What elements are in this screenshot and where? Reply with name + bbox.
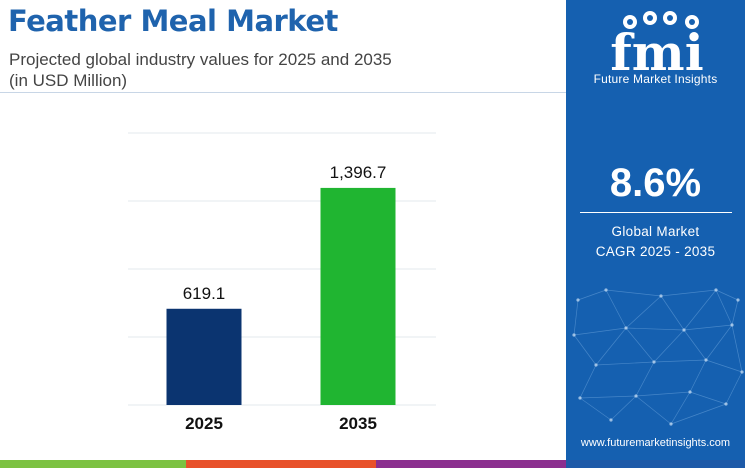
network-node	[652, 360, 656, 364]
network-line	[725, 371, 743, 405]
brand-name: Future Market Insights	[593, 72, 718, 86]
network-node	[604, 288, 608, 292]
network-line	[731, 299, 739, 326]
network-line	[683, 289, 717, 331]
network-line	[670, 403, 727, 425]
network-node	[714, 288, 718, 292]
footer-strip-segment	[0, 460, 186, 468]
subtitle-line-2: (in USD Million)	[9, 71, 128, 90]
network-line	[683, 329, 707, 361]
network-line	[635, 391, 691, 397]
network-node	[704, 358, 708, 362]
network-line	[705, 359, 743, 373]
value-label-2035: 1,396.7	[330, 163, 387, 182]
network-line	[605, 289, 662, 297]
footer-strip-segment	[566, 460, 745, 468]
network-line	[660, 289, 717, 297]
network-line	[573, 327, 627, 336]
network-node	[609, 418, 613, 422]
category-label-2035: 2035	[339, 414, 377, 433]
page-subtitle: Projected global industry values for 202…	[9, 49, 489, 91]
category-label-2025: 2025	[185, 414, 223, 433]
cagr-value: 8.6%	[609, 161, 702, 205]
network-line	[573, 334, 597, 366]
network-line	[715, 289, 733, 326]
network-line	[577, 289, 607, 301]
network-line	[635, 395, 672, 425]
subtitle-line-1: Projected global industry values for 202…	[9, 50, 392, 69]
network-line	[573, 299, 579, 336]
cagr-label: Global Market CAGR 2025 - 2035	[566, 222, 745, 262]
network-line	[579, 364, 597, 399]
footer-strip-segment	[186, 460, 376, 468]
network-line	[731, 324, 743, 373]
network-line	[653, 329, 685, 363]
network-line	[625, 327, 655, 363]
network-line	[660, 295, 685, 331]
network-node	[594, 363, 598, 367]
network-line	[610, 395, 637, 421]
network-node	[736, 298, 740, 302]
value-label-2025: 619.1	[183, 284, 226, 303]
network-node	[576, 298, 580, 302]
bar-chart: 619.1 2025 1,396.7 2035	[128, 132, 436, 433]
network-node	[682, 328, 686, 332]
network-line	[653, 359, 707, 363]
network-line	[625, 327, 685, 331]
network-line	[635, 361, 655, 397]
network-line	[579, 397, 612, 421]
bar-2035	[320, 187, 396, 405]
network-node	[659, 294, 663, 298]
bar-2025	[166, 308, 242, 405]
network-line	[605, 289, 627, 329]
side-panel: fmi Future Market Insights 8.6% Global M…	[566, 0, 745, 460]
network-line	[705, 324, 733, 361]
network-node	[572, 333, 576, 337]
page-title: Feather Meal Market	[8, 4, 338, 38]
website-link[interactable]: www.futuremarketinsights.com	[580, 437, 731, 449]
footer-strip-segment	[376, 460, 566, 468]
network-node	[740, 370, 744, 374]
main-area: Feather Meal Market Projected global ind…	[0, 4, 566, 433]
network-node	[578, 396, 582, 400]
network-line	[715, 289, 739, 301]
cagr-label-line-1: Global Market	[611, 224, 700, 239]
fmi-logo-icon: fmi	[610, 11, 704, 82]
network-line	[625, 295, 662, 329]
network-graphic	[572, 288, 744, 426]
network-line	[595, 361, 655, 366]
network-line	[689, 391, 727, 405]
network-node	[688, 390, 692, 394]
network-node	[724, 402, 728, 406]
network-node	[634, 394, 638, 398]
title-divider	[0, 92, 566, 93]
network-line	[670, 391, 691, 425]
cagr-label-line-2: CAGR 2025 - 2035	[595, 244, 716, 259]
footer-color-strip	[0, 460, 745, 468]
network-line	[595, 327, 627, 366]
cagr-divider	[580, 212, 732, 213]
network-line	[683, 324, 733, 331]
network-line	[579, 395, 637, 399]
logo-wordmark: fmi	[610, 23, 703, 82]
network-node	[730, 323, 734, 327]
network-node	[624, 326, 628, 330]
network-node	[669, 422, 673, 426]
network-line	[689, 359, 707, 393]
